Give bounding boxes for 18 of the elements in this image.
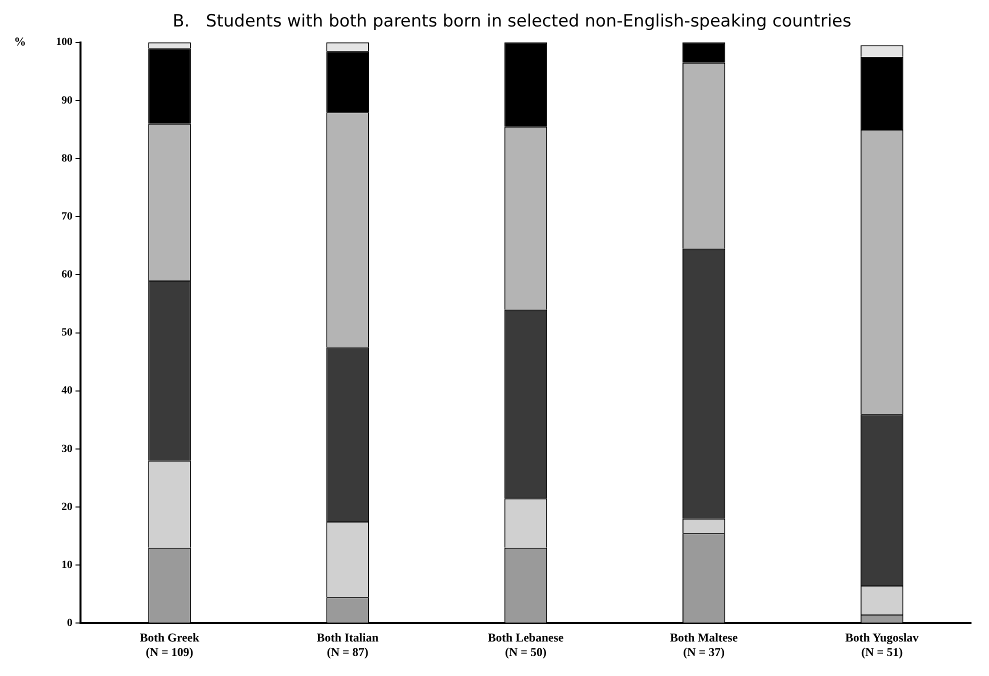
x-tick-label: Both Yugoslav (N = 51) — [845, 630, 919, 659]
y-tick-label: 10 — [62, 558, 73, 571]
chart-title: B. Students with both parents born in selected non-English-speaking countries — [172, 12, 852, 32]
y-tick-label: 70 — [62, 210, 73, 222]
y-tick-label: 100 — [56, 36, 73, 48]
y-tick-label: 50 — [62, 326, 73, 339]
y-tick-label: 80 — [62, 152, 73, 164]
y-tick-label: 60 — [62, 268, 73, 281]
y-tick-label: 20 — [62, 500, 73, 513]
y-tick-label: 0 — [67, 617, 73, 630]
y-tick-label: 90 — [62, 94, 73, 106]
x-tick-label: Both Italian (N = 87) — [316, 630, 379, 659]
y-tick-label: 30 — [62, 442, 73, 455]
y-tick-label: 40 — [62, 384, 73, 397]
x-tick-label: Both Lebanese (N = 50) — [488, 630, 564, 659]
x-tick-label: Both Greek (N = 109) — [140, 630, 200, 659]
y-axis-title: % — [14, 34, 26, 48]
x-tick-label: Both Maltese (N = 37) — [670, 630, 738, 659]
